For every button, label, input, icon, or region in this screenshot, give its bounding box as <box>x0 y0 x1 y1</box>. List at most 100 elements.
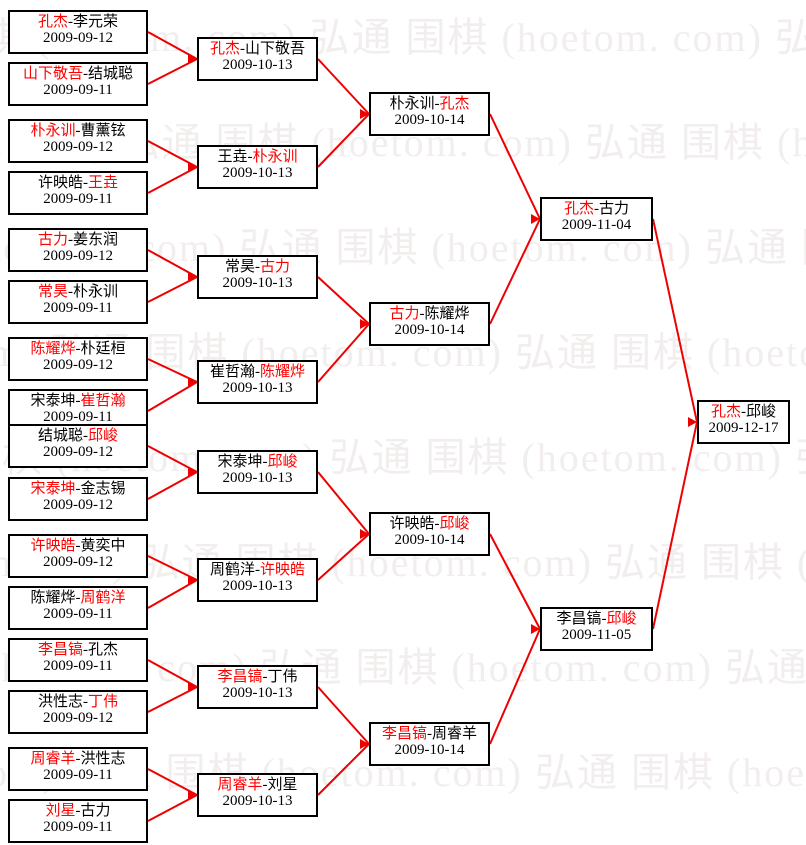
player-left: 朴永训 <box>389 96 435 112</box>
match-date: 2009-09-11 <box>43 409 113 426</box>
player-separator: - <box>419 306 425 322</box>
match-players: 山下敬吾-结城聪 <box>10 66 146 82</box>
match-players: 宋泰坤-邱峻 <box>199 454 316 470</box>
connector-line <box>317 113 370 168</box>
player-separator: - <box>262 777 268 793</box>
player-left: 李昌镐 <box>37 642 83 658</box>
player-separator: - <box>75 481 81 497</box>
player-left: 王垚 <box>217 149 248 165</box>
match-players: 李昌镐-周睿羊 <box>371 726 488 742</box>
match-date: 2009-09-11 <box>43 82 113 99</box>
player-right: 邱峻 <box>439 516 470 532</box>
player-right: 孔杰 <box>88 642 119 658</box>
match-box[interactable]: 周鹤洋-许映皓 2009-10-13 <box>197 558 318 602</box>
player-separator: - <box>247 149 253 165</box>
player-separator: - <box>255 259 260 275</box>
match-box[interactable]: 朴永训-曹薰铉 2009-09-12 <box>8 119 148 163</box>
match-box[interactable]: 古力-陈耀烨 2009-10-14 <box>369 302 490 346</box>
player-right: 姜东润 <box>73 232 119 248</box>
player-separator: - <box>75 751 81 767</box>
match-box[interactable]: 结城聪-邱峻 2009-09-12 <box>8 424 148 468</box>
match-box[interactable]: 周睿羊-洪性志 2009-09-11 <box>8 747 148 791</box>
match-date: 2009-09-11 <box>43 606 113 623</box>
connector-line <box>147 249 198 278</box>
match-box[interactable]: 刘星-古力 2009-09-11 <box>8 799 148 843</box>
player-right: 结城聪 <box>88 66 134 82</box>
match-box[interactable]: 李昌镐-孔杰 2009-09-11 <box>8 638 148 682</box>
connector-line <box>317 533 370 581</box>
connector-line <box>317 686 370 745</box>
match-box[interactable]: 王垚-朴永训 2009-10-13 <box>197 145 318 189</box>
match-box[interactable]: 陈耀烨-朴廷桓 2009-09-12 <box>8 337 148 381</box>
connector-line <box>489 113 541 220</box>
player-left: 李昌镐 <box>381 726 427 742</box>
player-right: 朴廷桓 <box>80 341 126 357</box>
match-box[interactable]: 古力-姜东润 2009-09-12 <box>8 228 148 272</box>
match-box[interactable]: 周睿羊-刘星 2009-10-13 <box>197 773 318 817</box>
match-box[interactable]: 李昌镐-周睿羊 2009-10-14 <box>369 722 490 766</box>
player-separator: - <box>255 364 260 380</box>
connector-arrow <box>188 272 197 282</box>
match-players: 结城聪-邱峻 <box>10 428 146 444</box>
player-separator: - <box>75 803 81 819</box>
match-date: 2009-10-13 <box>222 57 293 74</box>
match-players: 王垚-朴永训 <box>199 149 316 165</box>
connector-arrow <box>188 377 197 387</box>
player-left: 结城聪 <box>37 428 83 444</box>
match-date: 2009-10-14 <box>394 532 465 549</box>
match-box[interactable]: 常昊-古力 2009-10-13 <box>197 255 318 299</box>
match-box[interactable]: 宋泰坤-金志锡 2009-09-12 <box>8 477 148 521</box>
match-date: 2009-09-11 <box>43 767 113 784</box>
player-right: 崔哲瀚 <box>80 393 126 409</box>
player-separator: - <box>434 516 440 532</box>
match-players: 许映皓-王垚 <box>10 175 146 191</box>
connector-line <box>147 555 198 581</box>
connector-line <box>147 31 198 60</box>
connector-line <box>147 659 198 688</box>
player-right: 洪性志 <box>80 751 126 767</box>
connector-line <box>317 471 370 535</box>
match-date: 2009-10-14 <box>394 112 465 129</box>
match-box[interactable]: 许映皓-王垚 2009-09-11 <box>8 171 148 215</box>
match-box[interactable]: 许映皓-黄奕中 2009-09-12 <box>8 534 148 578</box>
match-date: 2009-10-14 <box>394 322 465 339</box>
player-right: 许映皓 <box>260 562 306 578</box>
match-date: 2009-09-12 <box>43 248 113 265</box>
match-box[interactable]: 孔杰-古力 2009-11-04 <box>540 197 653 241</box>
player-left: 李昌镐 <box>556 611 602 627</box>
player-separator: - <box>434 96 440 112</box>
match-date: 2009-09-12 <box>43 497 113 514</box>
player-right: 曹薰铉 <box>80 123 126 139</box>
match-box[interactable]: 洪性志-丁伟 2009-09-12 <box>8 690 148 734</box>
match-players: 常昊-朴永训 <box>10 284 146 300</box>
match-players: 许映皓-黄奕中 <box>10 538 146 554</box>
match-box[interactable]: 孔杰-山下敬吾 2009-10-13 <box>197 37 318 81</box>
player-right: 孔杰 <box>439 96 470 112</box>
match-box[interactable]: 李昌镐-丁伟 2009-10-13 <box>197 665 318 709</box>
match-date: 2009-09-12 <box>43 30 113 47</box>
match-box[interactable]: 朴永训-孔杰 2009-10-14 <box>369 92 490 136</box>
match-date: 2009-11-05 <box>561 627 632 644</box>
connector-line <box>317 58 370 115</box>
match-box[interactable]: 陈耀烨-周鹤洋 2009-09-11 <box>8 586 148 630</box>
match-box[interactable]: 宋泰坤-邱峻 2009-10-13 <box>197 450 318 494</box>
player-separator: - <box>83 694 88 710</box>
match-box[interactable]: 孔杰-邱峻 2009-12-17 <box>697 400 790 444</box>
match-box[interactable]: 常昊-朴永训 2009-09-11 <box>8 280 148 324</box>
match-box[interactable]: 孔杰-李元荣 2009-09-12 <box>8 10 148 54</box>
match-box[interactable]: 许映皓-邱峻 2009-10-14 <box>369 512 490 556</box>
match-date: 2009-11-04 <box>561 217 632 234</box>
match-players: 洪性志-丁伟 <box>10 694 146 710</box>
player-left: 古力 <box>389 306 420 322</box>
match-box[interactable]: 崔哲瀚-陈耀烨 2009-10-13 <box>197 360 318 404</box>
match-players: 李昌镐-孔杰 <box>10 642 146 658</box>
player-right: 邱峻 <box>746 404 777 420</box>
match-box[interactable]: 李昌镐-邱峻 2009-11-05 <box>540 607 653 651</box>
connector-line <box>147 140 198 168</box>
connector-arrow <box>360 319 369 329</box>
match-box[interactable]: 山下敬吾-结城聪 2009-09-11 <box>8 62 148 106</box>
connector-line <box>147 276 198 303</box>
player-separator: - <box>75 590 81 606</box>
player-left: 宋泰坤 <box>30 481 76 497</box>
